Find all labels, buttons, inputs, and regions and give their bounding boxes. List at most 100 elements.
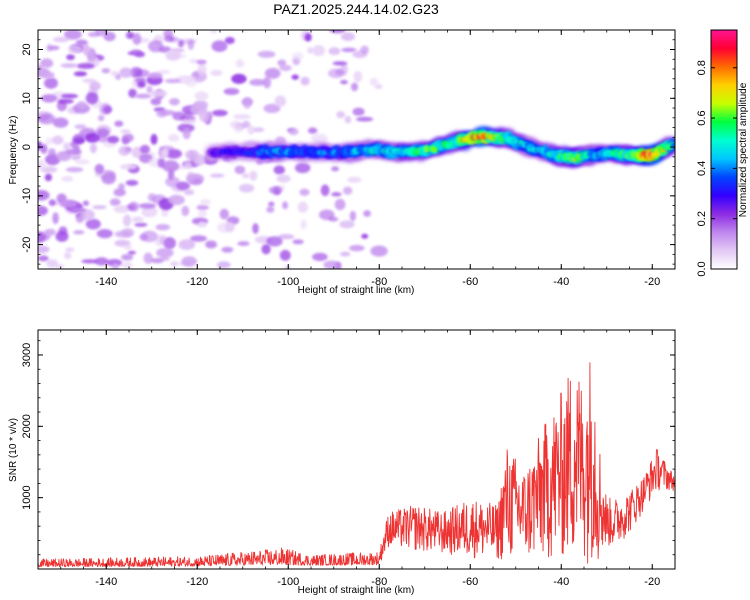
noise-blob [77, 100, 87, 109]
noise-blob [150, 89, 168, 98]
noise-blob [263, 76, 272, 89]
noise-blob [143, 252, 153, 264]
y-tick-label: 1000 [21, 485, 33, 509]
noise-blob [175, 181, 191, 191]
noise-blob [304, 33, 312, 42]
noise-blob [211, 40, 228, 52]
noise-blob [168, 134, 180, 142]
noise-blob [85, 132, 100, 143]
noise-blob [64, 30, 82, 40]
noise-blob [51, 135, 64, 145]
noise-blob [52, 212, 59, 225]
noise-blob [343, 186, 353, 195]
noise-blob [247, 125, 255, 135]
noise-blob [114, 230, 132, 238]
x-tick-label: -120 [186, 576, 208, 588]
noise-blob [94, 163, 105, 175]
noise-blob [252, 127, 265, 133]
noise-blob [57, 98, 74, 104]
noise-blob [38, 245, 50, 254]
noise-blob [264, 67, 281, 79]
noise-blob [182, 127, 191, 140]
snr-series-line [38, 362, 675, 568]
noise-blob [311, 133, 328, 143]
noise-blob [155, 224, 171, 231]
noise-blob [73, 137, 85, 144]
noise-blob [307, 47, 314, 54]
noise-blob [38, 255, 49, 262]
noise-blob [190, 235, 207, 242]
noise-blob [89, 143, 97, 154]
noise-blob [55, 264, 65, 269]
noise-blob [242, 173, 250, 179]
noise-blob [101, 172, 116, 185]
x-tick-label: -60 [462, 576, 478, 588]
noise-blob [38, 205, 48, 216]
noise-blob [184, 161, 193, 170]
noise-blob [328, 47, 341, 55]
noise-blob [44, 77, 58, 89]
noise-blob [277, 59, 287, 67]
noise-blob [61, 175, 74, 182]
colorbar: 0.0 0.2 0.4 0.6 0.8 Normalized spectral ampl… [696, 29, 749, 277]
noise-blob [353, 70, 363, 83]
noise-blob [82, 200, 90, 206]
noise-blob [336, 111, 346, 119]
noise-blob [266, 236, 283, 247]
spectrogram-y-ticks: -20 -10 0 10 20 [21, 29, 675, 265]
noise-blob [339, 220, 355, 229]
noise-blob [159, 256, 170, 262]
noise-blob [233, 124, 244, 133]
noise-blob [165, 50, 181, 61]
noise-blob [132, 33, 142, 45]
noise-blob [61, 93, 78, 99]
noise-blob [73, 230, 85, 235]
noise-blob [199, 199, 211, 206]
noise-blob [168, 194, 185, 206]
noise-blob [369, 77, 379, 87]
colorbar-gradient [711, 30, 737, 269]
noise-blob [294, 162, 311, 174]
noise-blob [103, 105, 113, 114]
noise-blob [186, 171, 195, 184]
noise-blob [340, 80, 348, 85]
noise-blob [331, 192, 342, 197]
noise-blob [183, 189, 195, 196]
noise-blob [181, 256, 197, 267]
colorbar-tick-label: 0.2 [696, 211, 708, 226]
noise-blob [164, 78, 181, 84]
x-tick-label: -100 [277, 576, 299, 588]
noise-blob [40, 143, 48, 154]
noise-blob [58, 226, 68, 236]
noise-blob [328, 216, 339, 222]
noise-blob [307, 127, 318, 134]
noise-blob [269, 186, 283, 195]
noise-blob [284, 264, 292, 269]
snr-x-label: Height of straight line (km) [298, 585, 415, 596]
noise-blob [185, 75, 198, 88]
noise-blob [221, 246, 234, 253]
noise-blob [196, 204, 209, 211]
noise-blob [98, 114, 105, 122]
noise-blob [172, 111, 186, 121]
noise-blob [360, 45, 369, 54]
noise-blob [66, 54, 75, 61]
noise-blob [344, 115, 352, 124]
noise-blob [341, 32, 355, 42]
noise-blob [38, 113, 56, 125]
noise-blob [210, 30, 217, 34]
noise-blob [210, 70, 223, 76]
noise-blob [278, 234, 295, 240]
spectrogram-x-ticks: -140 -120 -100 -80 -60 -40 -20 [37, 30, 676, 288]
noise-blob [331, 166, 340, 172]
noise-blob [181, 205, 190, 217]
noise-blob [130, 67, 143, 78]
noise-blob [119, 67, 133, 78]
x-tick-label: -40 [553, 276, 569, 288]
noise-blob [85, 92, 99, 105]
noise-blob [347, 176, 362, 183]
noise-blob [197, 221, 207, 228]
noise-blob [261, 244, 271, 255]
noise-blob [323, 260, 340, 269]
